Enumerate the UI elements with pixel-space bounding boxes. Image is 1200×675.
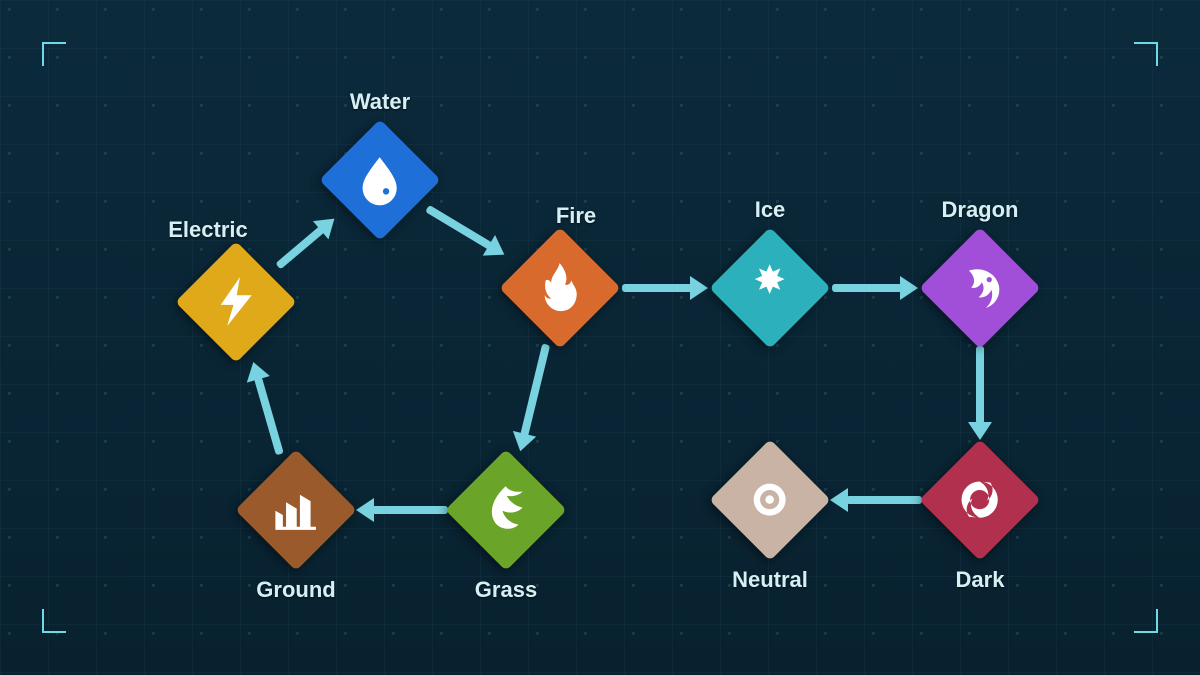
element-label-fire: Fire [556, 203, 596, 229]
element-label-ice: Ice [755, 197, 786, 223]
element-label-ground: Ground [256, 577, 335, 603]
grass-icon [463, 467, 549, 553]
dragon-icon [937, 245, 1023, 331]
element-node-ground [253, 467, 339, 553]
neutral-icon [727, 457, 813, 543]
frame-corner [1134, 42, 1158, 66]
element-node-ice [727, 245, 813, 331]
ground-icon [253, 467, 339, 553]
frame-corner [1134, 609, 1158, 633]
element-node-water [337, 137, 423, 223]
element-node-electric [193, 259, 279, 345]
element-node-neutral [727, 457, 813, 543]
element-label-grass: Grass [475, 577, 537, 603]
element-label-electric: Electric [168, 217, 248, 243]
element-node-dragon [937, 245, 1023, 331]
element-label-water: Water [350, 89, 410, 115]
frame-corner [42, 42, 66, 66]
element-label-neutral: Neutral [732, 567, 808, 593]
electric-icon [193, 259, 279, 345]
element-type-chart: Water Electric Ground Grass Fire Ice Dragon Dar… [0, 0, 1200, 675]
element-label-dark: Dark [956, 567, 1005, 593]
fire-icon [517, 245, 603, 331]
ice-icon [727, 245, 813, 331]
element-node-fire [517, 245, 603, 331]
frame-corner [42, 609, 66, 633]
dark-icon [937, 457, 1023, 543]
element-node-dark [937, 457, 1023, 543]
element-label-dragon: Dragon [942, 197, 1019, 223]
element-node-grass [463, 467, 549, 553]
water-icon [337, 137, 423, 223]
